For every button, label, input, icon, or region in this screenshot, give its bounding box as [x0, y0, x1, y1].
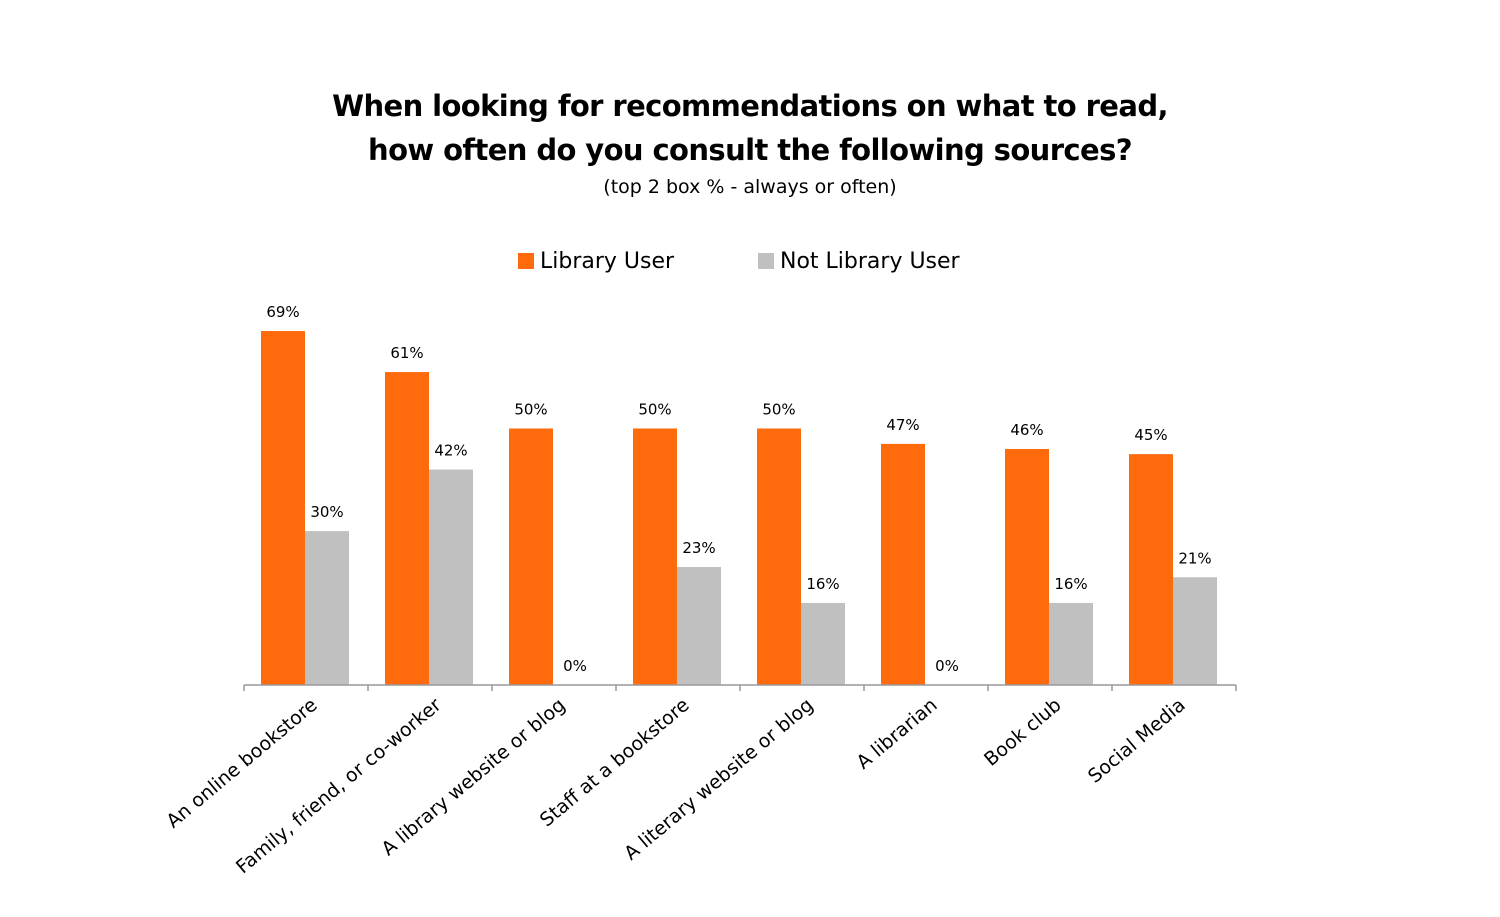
bar-library-user-a-librarian: [881, 443, 925, 685]
value-label-library-user-staff-at-a-bookstore: 50%: [638, 401, 671, 419]
category-label-family-friend-or-co-worker: Family, friend, or co-worker: [232, 694, 446, 878]
chart-title-line-1: When looking for recommendations on what…: [332, 89, 1168, 123]
bar-library-user-family-friend-or-co-worker: [385, 372, 429, 685]
bar-library-user-an-online-bookstore: [261, 331, 305, 685]
value-label-not-library-user-a-literary-website-or-blog: 16%: [806, 575, 839, 593]
value-label-not-library-user-a-librarian: 0%: [935, 657, 959, 675]
value-label-not-library-user-book-club: 16%: [1054, 575, 1087, 593]
value-label-library-user-family-friend-or-co-worker: 61%: [390, 344, 423, 362]
value-label-library-user-a-librarian: 47%: [886, 416, 919, 434]
bar-not-library-user-family-friend-or-co-worker: [429, 469, 473, 685]
legend-item-not-library-user: Not Library User: [758, 246, 960, 276]
bar-library-user-a-literary-website-or-blog: [757, 428, 801, 685]
bar-not-library-user-staff-at-a-bookstore: [677, 567, 721, 685]
legend-item-library-user: Library User: [518, 246, 674, 276]
category-label-a-librarian: A librarian: [852, 694, 941, 774]
chart-subtitle: (top 2 box % - always or often): [603, 176, 897, 198]
bar-not-library-user-book-club: [1049, 602, 1093, 685]
bar-not-library-user-an-online-bookstore: [305, 531, 349, 685]
bar-library-user-staff-at-a-bookstore: [633, 428, 677, 685]
legend-swatch-not-library-user: [758, 253, 774, 269]
value-label-library-user-social-media: 45%: [1134, 426, 1167, 444]
value-label-library-user-a-library-website-or-blog: 50%: [514, 401, 547, 419]
bar-library-user-a-library-website-or-blog: [509, 428, 553, 685]
value-label-not-library-user-an-online-bookstore: 30%: [310, 503, 343, 521]
value-label-library-user-an-online-bookstore: 69%: [266, 303, 299, 321]
legend-label-library-user: Library User: [540, 248, 675, 274]
chart-title-line-2: how often do you consult the following s…: [368, 133, 1133, 167]
value-label-not-library-user-social-media: 21%: [1178, 549, 1211, 567]
chart-title-block: When looking for recommendations on what…: [0, 84, 1500, 200]
bar-library-user-social-media: [1129, 454, 1173, 685]
legend-label-not-library-user: Not Library User: [780, 248, 960, 274]
chart-legend: Library User Not Library User: [0, 246, 1500, 276]
value-label-not-library-user-a-library-website-or-blog: 0%: [563, 657, 587, 675]
value-label-not-library-user-family-friend-or-co-worker: 42%: [434, 442, 467, 460]
category-label-book-club: Book club: [980, 694, 1066, 771]
value-label-not-library-user-staff-at-a-bookstore: 23%: [682, 539, 715, 557]
bar-library-user-book-club: [1005, 449, 1049, 685]
value-label-library-user-a-literary-website-or-blog: 50%: [762, 401, 795, 419]
legend-swatch-library-user: [518, 253, 534, 269]
value-label-library-user-book-club: 46%: [1010, 421, 1043, 439]
bar-not-library-user-social-media: [1173, 577, 1217, 685]
bar-not-library-user-a-literary-website-or-blog: [801, 602, 845, 685]
category-label-social-media: Social Media: [1084, 694, 1190, 788]
